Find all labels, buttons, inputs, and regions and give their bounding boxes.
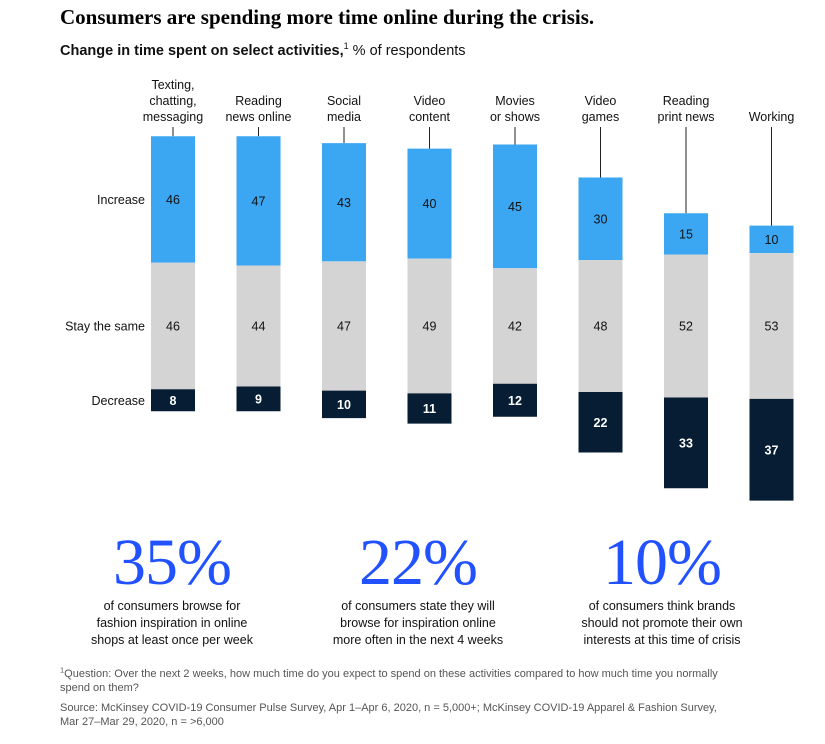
category-label: games <box>582 110 620 124</box>
category-label: media <box>327 110 361 124</box>
data-label-stay-same: 46 <box>166 320 180 334</box>
bar-decrease <box>749 398 794 501</box>
stat-2-line: of consumers state they will <box>341 599 495 613</box>
bar-increase <box>749 225 794 254</box>
bar-decrease <box>578 392 623 453</box>
bar-decrease <box>493 383 537 417</box>
stat-3-line: of consumers think brands <box>588 599 736 613</box>
data-label-increase: 10 <box>765 233 779 247</box>
row-label: Increase <box>97 193 145 207</box>
data-label-stay-same: 47 <box>337 320 351 334</box>
stat-1: 35% of consumers browse for fashion insp… <box>52 528 292 649</box>
category-label: Reading <box>235 94 282 108</box>
category-label: Video <box>414 94 446 108</box>
footnote-source: Source: McKinsey COVID-19 Consumer Pulse… <box>60 701 800 729</box>
bar-decrease <box>664 397 708 489</box>
bar-stay-same <box>407 258 452 394</box>
category-label: or shows <box>490 110 540 124</box>
category-label: content <box>409 110 451 124</box>
data-label-increase: 43 <box>337 196 351 210</box>
data-label-decrease: 11 <box>423 402 436 416</box>
bar-increase <box>664 213 708 255</box>
bar-increase <box>493 144 537 269</box>
stat-3: 10% of consumers think brands should not… <box>542 528 782 649</box>
stat-2-line: more often in the next 4 weeks <box>332 633 504 647</box>
source-line: Source: McKinsey COVID-19 Consumer Pulse… <box>60 702 717 714</box>
data-label-decrease: 33 <box>679 436 693 450</box>
stat-3-line: interests at this time of crisis <box>583 633 741 647</box>
data-label-decrease: 10 <box>337 398 351 412</box>
bar-decrease <box>236 386 281 412</box>
page-title: Consumers are spending more time online … <box>60 5 595 29</box>
bar-stay-same <box>749 253 794 399</box>
category-label: print news <box>658 110 715 124</box>
bar-decrease <box>407 393 452 424</box>
stat-2: 22% of consumers state they will browse … <box>298 528 538 649</box>
stat-1-description: of consumers browse for fashion inspirat… <box>52 598 292 649</box>
category-label: Texting, <box>151 78 194 92</box>
data-label-increase: 40 <box>423 197 437 211</box>
data-label-increase: 47 <box>252 194 266 208</box>
category-label: Working <box>749 110 795 124</box>
bar-stay-same <box>151 262 195 390</box>
data-label-increase: 46 <box>166 193 180 207</box>
footnote-marker: 1 <box>60 665 65 675</box>
subtitle-unit: % of respondents <box>348 43 466 59</box>
data-label-decrease: 37 <box>765 443 779 457</box>
data-label-stay-same: 52 <box>679 320 693 334</box>
stat-2-line: browse for inspiration online <box>340 616 496 630</box>
bar-stay-same <box>322 261 366 391</box>
bar-increase <box>236 136 281 266</box>
category-label: Video <box>585 94 617 108</box>
stat-1-line: shops at least once per week <box>91 633 253 647</box>
bar-increase <box>151 136 195 263</box>
bar-increase <box>322 143 366 262</box>
category-label: news online <box>225 110 291 124</box>
bar-stay-same <box>493 268 537 384</box>
data-label-decrease: 22 <box>594 416 608 430</box>
data-label-stay-same: 42 <box>508 320 522 334</box>
bar-increase <box>407 148 452 259</box>
stat-1-line: of consumers browse for <box>103 599 241 613</box>
data-label-decrease: 12 <box>508 394 522 408</box>
bar-decrease <box>322 390 366 419</box>
data-label-stay-same: 53 <box>765 320 779 334</box>
bar-increase <box>578 177 623 260</box>
category-label: chatting, <box>149 94 196 108</box>
bar-stay-same <box>664 254 708 398</box>
category-label: Movies <box>495 94 535 108</box>
bar-decrease <box>151 389 195 412</box>
data-label-increase: 45 <box>508 200 522 214</box>
data-label-decrease: 9 <box>255 392 262 406</box>
data-label-decrease: 8 <box>170 394 177 408</box>
stat-2-value: 22% <box>359 526 478 599</box>
stat-1-line: fashion inspiration in online <box>96 616 248 630</box>
stat-3-description: of consumers think brands should not pro… <box>542 598 782 649</box>
bar-stay-same <box>578 260 623 392</box>
category-label: messaging <box>143 110 203 124</box>
category-label: Social <box>327 94 361 108</box>
footnote-line: 1Question: Over the next 2 weeks, how mu… <box>60 665 800 681</box>
source-line: Mar 27–Mar 29, 2020, n = >6,000 <box>60 716 224 728</box>
category-label: Reading <box>663 94 710 108</box>
subtitle-bold: Change in time spent on select activitie… <box>60 43 344 59</box>
footnote-text: Question: Over the next 2 weeks, how muc… <box>64 668 718 680</box>
chart-subtitle: Change in time spent on select activitie… <box>60 42 820 60</box>
data-label-stay-same: 48 <box>594 320 608 334</box>
data-label-stay-same: 49 <box>423 320 437 334</box>
stacked-bar-chart: Texting, chatting, messaging 46 46 8 Reading ne… <box>65 78 795 501</box>
row-label: Decrease <box>92 394 146 408</box>
stat-1-value: 35% <box>113 526 232 599</box>
row-label: Stay the same <box>65 320 145 334</box>
subtitle-footnote-marker: 1 <box>343 41 349 52</box>
stat-2-description: of consumers state they will browse for … <box>298 598 538 649</box>
stat-3-value: 10% <box>603 526 722 599</box>
footnote-question: 1Question: Over the next 2 weeks, how mu… <box>60 665 800 695</box>
footnote-line: spend on them? <box>60 682 139 694</box>
data-label-stay-same: 44 <box>252 320 266 334</box>
bar-stay-same <box>236 265 281 387</box>
stat-3-line: should not promote their own <box>581 616 743 630</box>
data-label-increase: 15 <box>679 227 693 241</box>
data-label-increase: 30 <box>594 212 608 226</box>
